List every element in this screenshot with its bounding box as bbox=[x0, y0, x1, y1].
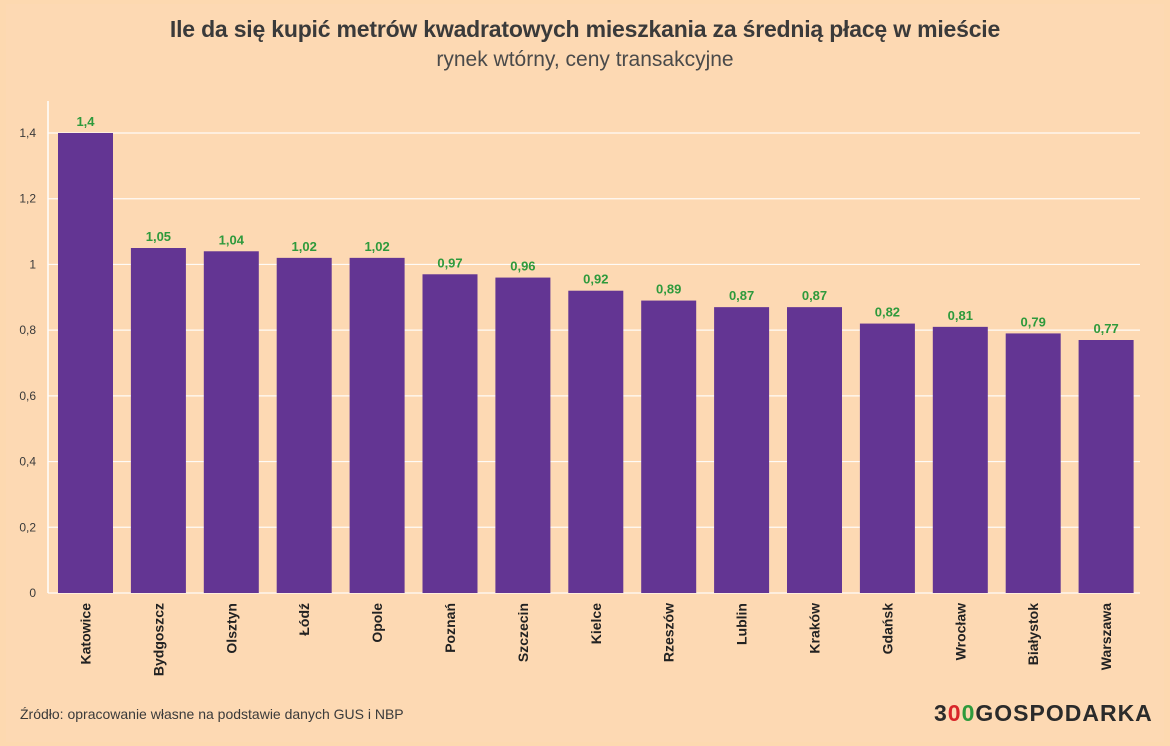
bar bbox=[641, 300, 697, 593]
logo-suffix: GOSPODARKA bbox=[975, 700, 1153, 726]
category-label: Bydgoszcz bbox=[150, 603, 166, 676]
category-label: Wrocław bbox=[952, 603, 968, 660]
bar bbox=[58, 133, 113, 593]
category-label: Białystok bbox=[1025, 603, 1041, 665]
bar bbox=[349, 257, 405, 593]
chart-title: Ile da się kupić metrów kwadratowych mie… bbox=[169, 16, 1001, 42]
bar bbox=[1005, 333, 1061, 593]
bar bbox=[203, 251, 259, 594]
logo-prefix: 3 bbox=[934, 700, 948, 726]
category-label: Warszawa bbox=[1098, 603, 1114, 670]
logo-zero-green: 0 bbox=[961, 700, 976, 726]
category-label: Szczecin bbox=[515, 603, 531, 662]
value-label: 0,97 bbox=[437, 255, 462, 270]
bar bbox=[932, 326, 988, 593]
value-label: 0,82 bbox=[875, 305, 900, 320]
category-label: Gdańsk bbox=[879, 603, 895, 655]
value-label: 1,02 bbox=[292, 239, 317, 254]
y-tick-label: 0,8 bbox=[19, 323, 36, 337]
bar bbox=[859, 323, 915, 593]
value-label: 0,79 bbox=[1021, 314, 1046, 329]
logo-zero-red: 0 bbox=[947, 700, 962, 726]
value-label: 1,04 bbox=[219, 232, 245, 247]
bar bbox=[1078, 340, 1134, 593]
category-label: Poznań bbox=[442, 603, 458, 653]
bar bbox=[276, 257, 332, 593]
y-tick-label: 0,2 bbox=[19, 520, 36, 534]
source-note: Źródło: opracowanie własne na podstawie … bbox=[20, 706, 404, 722]
category-label: Rzeszów bbox=[661, 603, 677, 662]
y-tick-label: 0 bbox=[29, 586, 36, 600]
y-tick-label: 0,4 bbox=[19, 455, 36, 469]
category-label: Kielce bbox=[588, 603, 604, 644]
y-tick-label: 1,4 bbox=[19, 126, 36, 140]
chart-subtitle: rynek wtórny, ceny transakcyjne bbox=[436, 48, 734, 71]
category-label: Olsztyn bbox=[223, 603, 239, 654]
category-label: Katowice bbox=[78, 603, 94, 665]
bar bbox=[787, 307, 842, 593]
category-label: Lublin bbox=[734, 603, 750, 645]
y-tick-label: 0,6 bbox=[19, 389, 36, 403]
bar-chart: 00,20,40,60,811,21,41,4Katowice1,05Bydgo… bbox=[19, 101, 1140, 676]
bar bbox=[714, 307, 770, 593]
value-label: 1,05 bbox=[146, 229, 171, 244]
y-tick-label: 1,2 bbox=[19, 192, 36, 206]
value-label: 0,77 bbox=[1093, 321, 1118, 336]
brand-logo: 300GOSPODARKA bbox=[934, 700, 1153, 727]
bar bbox=[130, 248, 186, 593]
value-label: 0,96 bbox=[510, 259, 535, 274]
value-label: 0,81 bbox=[948, 308, 973, 323]
category-label: Kraków bbox=[807, 603, 823, 654]
value-label: 0,92 bbox=[583, 272, 608, 287]
bar bbox=[568, 290, 624, 593]
value-label: 0,89 bbox=[656, 282, 681, 297]
y-tick-label: 1 bbox=[29, 257, 36, 271]
bar bbox=[422, 274, 478, 593]
value-label: 1,4 bbox=[76, 114, 95, 129]
value-label: 0,87 bbox=[802, 288, 827, 303]
value-label: 0,87 bbox=[729, 288, 754, 303]
category-label: Opole bbox=[369, 603, 385, 643]
bar bbox=[495, 277, 551, 593]
category-label: Łódź bbox=[296, 603, 312, 636]
value-label: 1,02 bbox=[364, 239, 389, 254]
